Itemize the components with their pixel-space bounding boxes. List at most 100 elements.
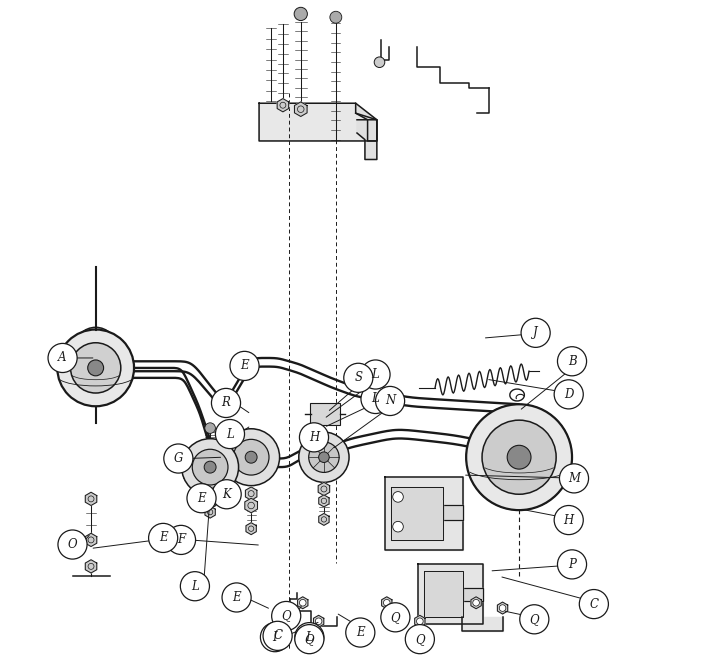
Circle shape (149, 523, 178, 552)
Circle shape (383, 599, 390, 606)
Polygon shape (85, 492, 97, 505)
Polygon shape (318, 495, 329, 507)
Circle shape (393, 491, 403, 502)
Circle shape (48, 343, 77, 373)
Circle shape (560, 464, 588, 493)
Text: Q: Q (530, 613, 539, 626)
Polygon shape (85, 533, 97, 546)
Circle shape (579, 589, 608, 619)
Polygon shape (294, 102, 307, 117)
Circle shape (192, 450, 228, 485)
Text: L: L (191, 579, 198, 593)
Text: F: F (177, 534, 185, 546)
Circle shape (482, 420, 556, 494)
Text: E: E (356, 626, 365, 639)
Text: L: L (372, 368, 379, 381)
Text: M: M (568, 472, 580, 485)
Polygon shape (313, 615, 323, 627)
Polygon shape (471, 597, 481, 609)
FancyBboxPatch shape (310, 403, 341, 426)
Circle shape (558, 347, 587, 376)
Circle shape (406, 625, 434, 654)
Circle shape (211, 389, 241, 418)
Text: E: E (159, 532, 168, 544)
Circle shape (164, 444, 193, 473)
Circle shape (295, 623, 324, 652)
Circle shape (216, 420, 244, 449)
Circle shape (376, 387, 405, 416)
Polygon shape (385, 477, 463, 550)
Circle shape (416, 618, 423, 625)
Circle shape (74, 328, 117, 370)
Text: H: H (563, 514, 574, 526)
Circle shape (499, 605, 506, 611)
Polygon shape (205, 506, 216, 518)
Circle shape (381, 603, 410, 632)
Circle shape (473, 599, 479, 606)
Circle shape (294, 7, 308, 21)
Circle shape (507, 446, 531, 469)
Circle shape (205, 423, 216, 434)
Text: E: E (232, 591, 241, 604)
Circle shape (295, 625, 324, 654)
Text: E: E (240, 359, 249, 373)
Circle shape (343, 363, 373, 392)
Circle shape (554, 505, 583, 534)
Polygon shape (463, 587, 483, 601)
Text: D: D (564, 388, 573, 401)
Polygon shape (85, 560, 97, 573)
Circle shape (212, 480, 241, 509)
Circle shape (88, 360, 104, 376)
Circle shape (318, 452, 329, 463)
Circle shape (223, 429, 280, 486)
Polygon shape (418, 564, 483, 624)
Polygon shape (357, 120, 377, 160)
Text: O: O (68, 538, 77, 551)
Circle shape (181, 572, 209, 601)
Text: S: S (354, 371, 362, 385)
Circle shape (222, 583, 251, 612)
Text: C: C (273, 629, 282, 642)
Polygon shape (245, 498, 258, 512)
Text: L: L (306, 631, 313, 644)
Circle shape (374, 57, 385, 68)
Polygon shape (277, 99, 288, 112)
Text: Q: Q (281, 609, 291, 623)
Circle shape (263, 621, 292, 650)
Circle shape (554, 380, 583, 409)
Circle shape (558, 550, 587, 579)
Circle shape (233, 440, 269, 475)
Polygon shape (246, 522, 256, 534)
Circle shape (71, 343, 121, 393)
Circle shape (261, 623, 289, 652)
Text: A: A (59, 351, 67, 365)
Circle shape (308, 442, 339, 473)
Text: K: K (222, 488, 231, 501)
Polygon shape (443, 505, 463, 520)
Text: J: J (533, 326, 538, 339)
Circle shape (271, 601, 301, 631)
Polygon shape (391, 487, 443, 540)
Circle shape (58, 530, 87, 559)
Circle shape (520, 605, 549, 634)
Circle shape (298, 432, 349, 483)
Text: G: G (174, 452, 183, 465)
Circle shape (57, 330, 134, 406)
Text: E: E (197, 492, 206, 505)
Circle shape (466, 404, 572, 510)
Circle shape (299, 599, 306, 606)
Circle shape (361, 360, 390, 389)
Polygon shape (461, 617, 503, 631)
Text: R: R (221, 396, 231, 410)
Polygon shape (246, 487, 257, 500)
Circle shape (245, 452, 257, 463)
Polygon shape (259, 103, 377, 141)
Text: I: I (273, 631, 277, 644)
Circle shape (346, 618, 375, 647)
Text: L: L (372, 392, 379, 406)
Text: C: C (589, 597, 598, 611)
Polygon shape (381, 597, 392, 609)
Polygon shape (298, 597, 308, 609)
Polygon shape (318, 483, 330, 495)
Polygon shape (498, 602, 508, 614)
